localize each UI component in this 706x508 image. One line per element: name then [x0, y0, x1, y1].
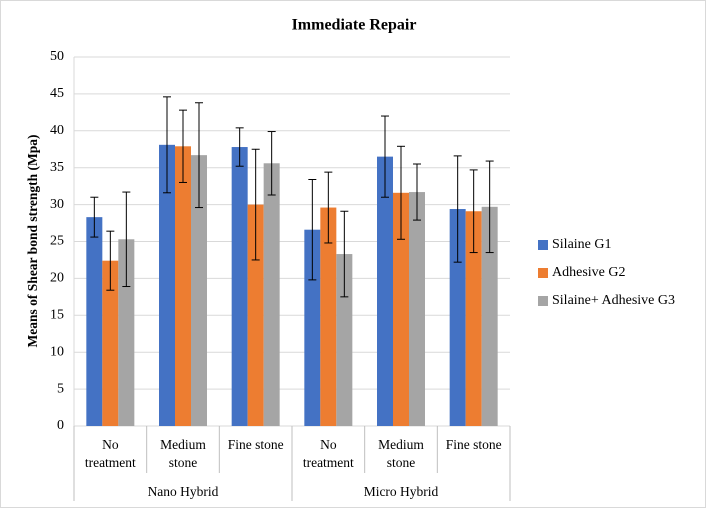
legend-swatch: [538, 240, 548, 250]
error-bar: [195, 102, 203, 209]
error-bar: [413, 163, 421, 221]
x-tick-label: Fine stone: [445, 437, 502, 452]
error-bar: [469, 169, 478, 254]
error-bar: [122, 191, 131, 288]
bar: [481, 206, 498, 426]
error-bar: [235, 127, 244, 167]
error-bar: [453, 155, 462, 263]
legend-swatch: [538, 268, 548, 278]
x-tick-label: Fine stone: [227, 437, 284, 452]
chart-title: Immediate Repair: [292, 17, 417, 34]
error-bar: [308, 179, 317, 281]
x-tick-label: No treatment: [84, 437, 136, 470]
bar: [191, 155, 207, 427]
y-tick-label: 0: [57, 418, 64, 433]
x-tick-label: No treatment: [302, 437, 354, 470]
x-tick-label: Medium stone: [378, 437, 424, 470]
error-bar: [324, 171, 333, 244]
y-axis-label: Means of Shear bond strength (Mpa): [25, 135, 40, 348]
group-label: Micro Hybrid: [363, 484, 439, 499]
y-tick-label: 35: [50, 160, 64, 175]
legend-swatch: [538, 296, 548, 306]
bar: [102, 260, 119, 426]
y-tick-label: 5: [57, 381, 64, 396]
bar: [263, 163, 280, 426]
bar: [118, 239, 135, 426]
x-tick-label: Medium stone: [160, 437, 206, 470]
error-bar: [90, 196, 99, 238]
bar: [175, 146, 191, 426]
y-tick-label: 30: [50, 197, 64, 212]
y-tick-label: 15: [50, 308, 64, 323]
bar: [86, 217, 103, 426]
bar: [377, 156, 393, 426]
bar: [449, 209, 466, 426]
error-bar: [485, 160, 494, 254]
bar: [465, 211, 482, 426]
error-bar: [251, 148, 260, 261]
bar: [409, 192, 425, 426]
error-bar: [397, 145, 405, 240]
bar: [304, 229, 321, 426]
error-bar: [267, 131, 276, 196]
bar: [231, 147, 248, 426]
y-tick-label: 25: [50, 234, 64, 249]
y-tick-label: 45: [50, 86, 64, 101]
error-bar: [340, 210, 349, 298]
y-tick-label: 50: [50, 49, 64, 64]
bar: [320, 207, 337, 426]
legend-label: Silaine G1: [552, 237, 612, 252]
error-bar: [179, 109, 187, 183]
y-tick-label: 20: [50, 271, 64, 286]
legend-label: Silaine+ Adhesive G3: [552, 293, 675, 308]
y-tick-label: 10: [50, 344, 64, 359]
legend-label: Adhesive G2: [552, 265, 626, 280]
bar: [393, 192, 409, 426]
error-bar: [106, 230, 115, 291]
y-tick-label: 40: [50, 123, 64, 138]
group-label: Nano Hybrid: [147, 484, 219, 499]
error-bar: [381, 115, 389, 198]
bar: [159, 144, 175, 426]
error-bar: [163, 96, 171, 194]
